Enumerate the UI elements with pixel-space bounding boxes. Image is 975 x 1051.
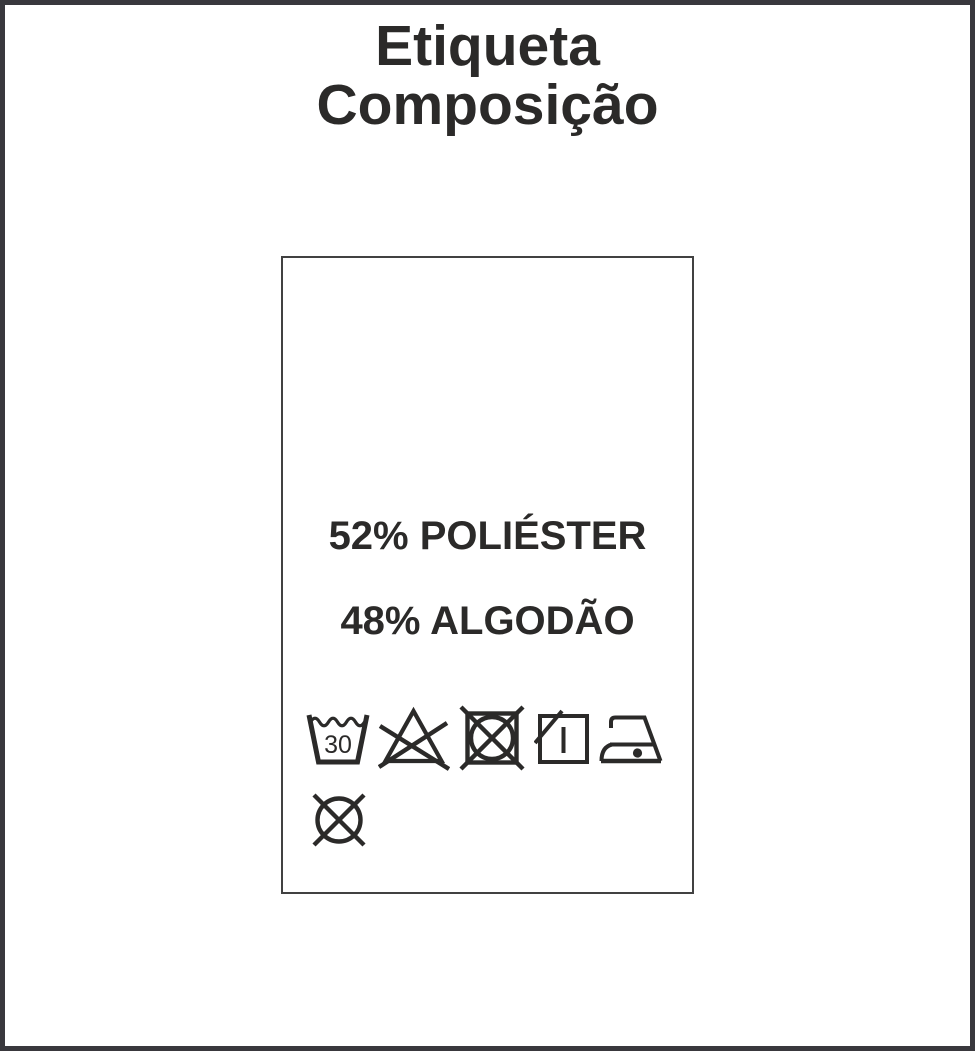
wash-temperature-label: 30 [324, 731, 352, 759]
title-line-2: Composição [316, 73, 659, 137]
title-line-1: Etiqueta [375, 14, 600, 78]
page-title: Etiqueta Composição [5, 17, 970, 135]
care-symbols-row-2 [307, 784, 371, 854]
do-not-bleach-icon [378, 706, 450, 771]
composition-label-box: 52% POLIÉSTER 48% ALGODÃO 30 [281, 256, 694, 894]
do-not-dry-clean-icon [312, 793, 366, 847]
care-symbols-row-1: 30 [305, 699, 669, 777]
iron-one-dot-icon [599, 715, 663, 764]
do-not-tumble-dry-icon [459, 705, 525, 771]
line-dry-in-shade-icon [534, 709, 589, 764]
composition-line-2: 48% ALGODÃO [340, 599, 635, 643]
composition-line-1: 52% POLIÉSTER [328, 514, 647, 558]
wash-30-icon: 30 [306, 714, 370, 765]
